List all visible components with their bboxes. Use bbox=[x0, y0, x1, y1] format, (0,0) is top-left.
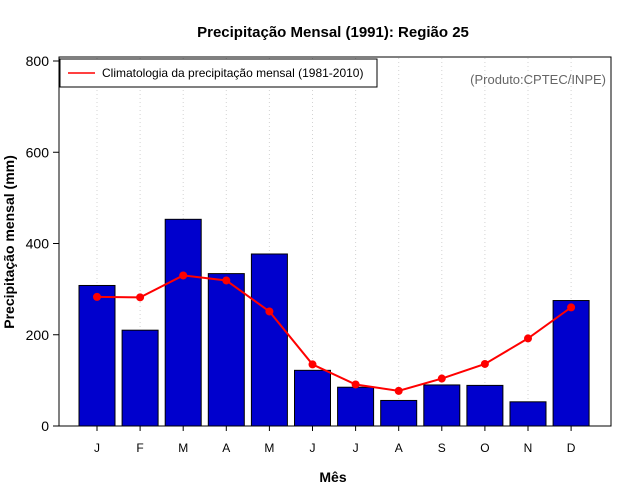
y-tick-label-200: 200 bbox=[26, 327, 50, 343]
x-tick-label-10: O bbox=[480, 441, 489, 455]
bar-3 bbox=[164, 218, 202, 427]
x-tick-label-3: M bbox=[178, 441, 188, 455]
y-tick-label-0: 0 bbox=[41, 418, 49, 434]
climatology-point-11 bbox=[524, 334, 532, 343]
x-tick-label-4: A bbox=[222, 441, 230, 455]
bar-12 bbox=[552, 300, 590, 427]
bar-5 bbox=[250, 253, 288, 427]
y-axis-title: Precipitação mensal (mm) bbox=[1, 155, 17, 329]
y-axis: 0 200 400 600 800 bbox=[26, 53, 59, 434]
x-tick-label-2: F bbox=[136, 441, 143, 455]
climatology-point-12 bbox=[567, 303, 576, 312]
bar-7 bbox=[337, 386, 375, 427]
climatology-line bbox=[96, 274, 572, 392]
climatology-point-1 bbox=[93, 292, 101, 301]
climatology-point-7 bbox=[351, 380, 360, 389]
x-tick-label-8: A bbox=[395, 441, 403, 455]
climatology-point-5 bbox=[265, 307, 274, 316]
bar-4 bbox=[207, 273, 245, 427]
climatology-point-6 bbox=[308, 360, 317, 369]
x-axis-title: Mês bbox=[319, 469, 346, 485]
climatology-point-2 bbox=[136, 293, 145, 302]
bar-10 bbox=[466, 384, 504, 427]
x-tick-label-1: J bbox=[94, 441, 100, 455]
bar-6 bbox=[294, 369, 331, 427]
x-tick-label-7: J bbox=[353, 441, 359, 455]
climatology-point-9 bbox=[437, 374, 446, 383]
bar-8 bbox=[380, 399, 418, 427]
climatology-point-10 bbox=[480, 359, 489, 368]
bar-9 bbox=[423, 384, 461, 427]
source-annotation: (Produto:CPTEC/INPE) bbox=[470, 72, 606, 87]
x-tick-label-6: J bbox=[310, 441, 316, 455]
climatology-point-3 bbox=[179, 271, 188, 280]
x-tick-label-9: S bbox=[438, 441, 446, 455]
legend: Climatologia da precipitação mensal (198… bbox=[59, 58, 378, 88]
bar-11 bbox=[509, 401, 547, 427]
climatology-line-series bbox=[93, 271, 576, 395]
legend-entry-climatology: Climatologia da precipitação mensal (198… bbox=[102, 66, 363, 80]
climatology-point-4 bbox=[222, 276, 231, 285]
plot-frame bbox=[58, 56, 612, 427]
bar-1 bbox=[78, 284, 116, 427]
y-tick-label-400: 400 bbox=[26, 236, 50, 252]
bar-series bbox=[78, 218, 590, 427]
chart-title: Precipitação Mensal (1991): Região 25 bbox=[197, 24, 469, 41]
x-tick-label-11: N bbox=[524, 441, 533, 455]
bar-2 bbox=[121, 329, 159, 427]
legend-box bbox=[59, 58, 378, 88]
y-tick-label-800: 800 bbox=[26, 53, 50, 69]
climatology-point-8 bbox=[394, 386, 403, 395]
y-tick-label-600: 600 bbox=[26, 144, 50, 160]
x-tick-label-12: D bbox=[567, 441, 576, 455]
x-tick-label-5: M bbox=[264, 441, 274, 455]
